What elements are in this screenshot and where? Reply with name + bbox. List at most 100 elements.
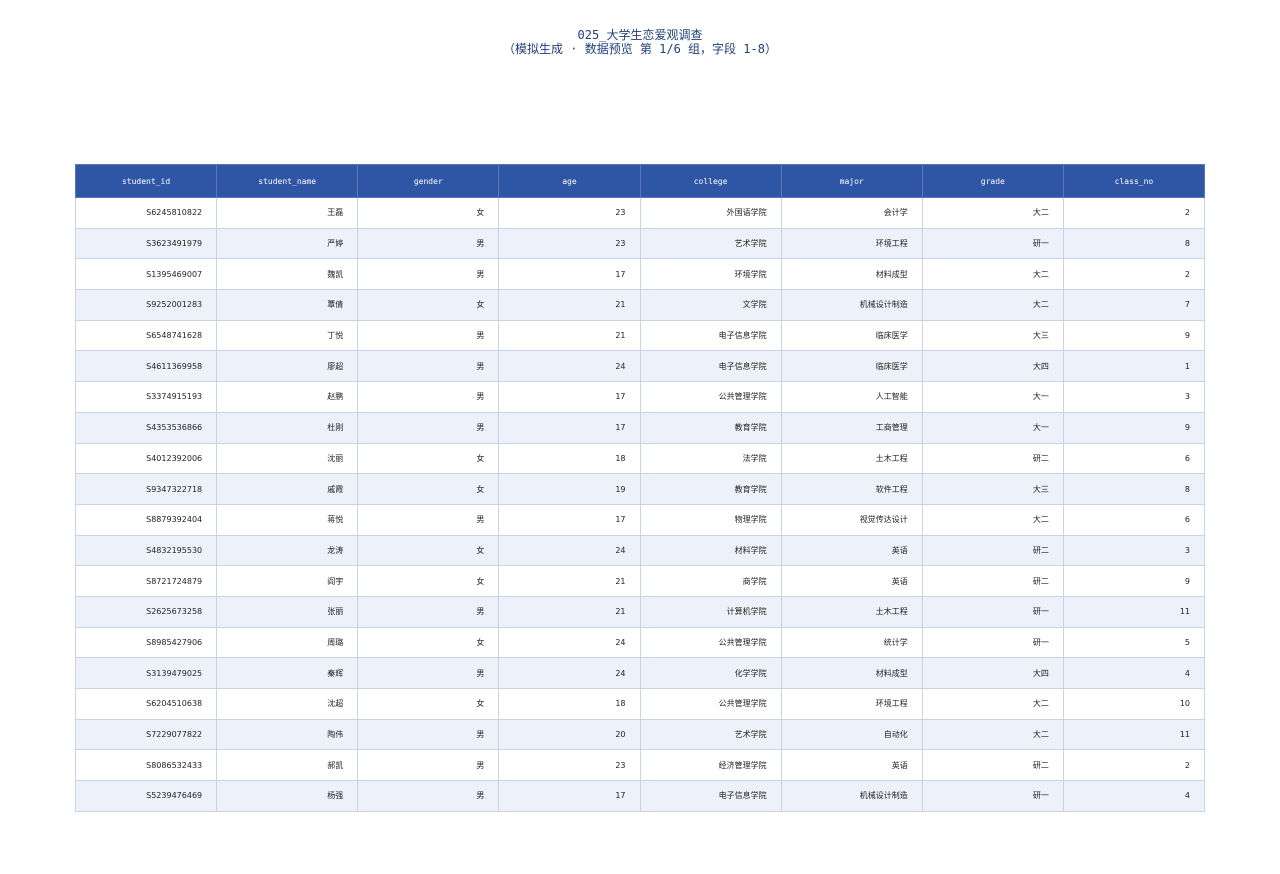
table-cell: 24 [498,534,641,567]
table-cell: 研一 [921,595,1064,628]
table-cell: 文学院 [639,289,782,321]
table-cell: 女 [357,289,500,321]
table-cell: S5239476469 [74,780,218,812]
table-cell: 21 [498,565,641,597]
table-cell: 女 [357,688,500,720]
table-cell: 环境学院 [639,258,782,291]
table-cell: 19 [498,473,641,505]
table-cell: 戚霞 [216,473,359,505]
table-cell: 17 [498,258,641,291]
table-row: S6548741628 丁悦男 21 电子信息学院 临床医学 大三 9 [74,319,1206,352]
table-cell: 蒋悦 [216,503,359,536]
table-cell: 男 [357,657,500,689]
table-cell: 统计学 [780,626,923,659]
table-cell: 女 [357,626,500,659]
table-cell: 研二 [921,534,1064,567]
table-cell: 会计学 [780,197,923,229]
table-cell: 环境工程 [780,227,923,260]
table-cell: 男 [357,718,500,751]
table-cell: 杨强 [216,780,359,812]
table-cell: 软件工程 [780,473,923,505]
table-body: S6245810822 王磊女 23 外国语学院 会计学 大二 2 S3623491979 严婷… [74,197,1206,812]
table-cell: 6 [1062,442,1206,475]
table-row: S8879392404 蒋悦男 17 物理学院 视觉传达设计 大二 6 [74,503,1206,536]
table-row: S4832195530 龙涛女 24 材料学院 英语 研二 3 [74,534,1206,567]
table-row: S9252001283 覃倩女 21 文学院 机械设计制造 大二 7 [74,289,1206,321]
column-header: grade [921,164,1064,198]
table-cell: S4012392006 [74,442,218,475]
table-cell: 材料学院 [639,534,782,567]
table-row: S2625673258 张丽男 21 计算机学院 土木工程 研一 11 [74,595,1206,628]
table-cell: 艺术学院 [639,227,782,260]
table-cell: 17 [498,780,641,812]
table-cell: 物理学院 [639,503,782,536]
table-row: S8985427906 周璐女 24 公共管理学院 统计学 研一 5 [74,626,1206,659]
table-cell: 电子信息学院 [639,350,782,383]
table-cell: 英语 [780,534,923,567]
table-cell: 化学学院 [639,657,782,689]
table-cell: S9347322718 [74,473,218,505]
column-header: student_name [216,164,359,198]
table-cell: 大一 [921,381,1064,413]
table-cell: 男 [357,503,500,536]
table-cell: 研一 [921,780,1064,812]
table-cell: S1395469007 [74,258,218,291]
table-cell: 研二 [921,749,1064,782]
table-cell: 临床医学 [780,319,923,352]
table-row: S3139479025 秦辉男 24 化学学院 材料成型 大四 4 [74,657,1206,689]
table-cell: 17 [498,503,641,536]
table-cell: 环境工程 [780,688,923,720]
table-row: S4611369958 廖超男 24 电子信息学院 临床医学 大四 1 [74,350,1206,383]
table-row: S6245810822 王磊女 23 外国语学院 会计学 大二 2 [74,197,1206,229]
table-cell: S8721724879 [74,565,218,597]
table-cell: 2 [1062,749,1206,782]
table-cell: 大二 [921,718,1064,751]
table-cell: 郝凯 [216,749,359,782]
table-cell: 王磊 [216,197,359,229]
table-cell: 17 [498,411,641,444]
table-cell: 3 [1062,534,1206,567]
table-cell: 大四 [921,350,1064,383]
table-cell: 临床医学 [780,350,923,383]
table-cell: 21 [498,595,641,628]
table-cell: S3139479025 [74,657,218,689]
table-cell: 9 [1062,319,1206,352]
table-cell: 女 [357,534,500,567]
table-cell: 4 [1062,657,1206,689]
table-cell: 覃倩 [216,289,359,321]
table-cell: S4353536866 [74,411,218,444]
table-cell: 10 [1062,688,1206,720]
table-cell: 视觉传达设计 [780,503,923,536]
table-cell: 艺术学院 [639,718,782,751]
table-cell: 男 [357,780,500,812]
table-cell: 大一 [921,411,1064,444]
table-cell: 公共管理学院 [639,381,782,413]
table-cell: 公共管理学院 [639,626,782,659]
table-row: S1395469007 魏凯男 17 环境学院 材料成型 大二 2 [74,258,1206,291]
table-cell: S4611369958 [74,350,218,383]
table-cell: 研一 [921,227,1064,260]
table-row: S6204510638 沈超女 18 公共管理学院 环境工程 大二 10 [74,688,1206,720]
table-cell: 经济管理学院 [639,749,782,782]
table-cell: 沈丽 [216,442,359,475]
table-cell: 24 [498,626,641,659]
table-cell: 土木工程 [780,595,923,628]
table-cell: 大二 [921,197,1064,229]
data-table: student_id student_name gender age college ma… [74,164,1206,812]
table-cell: S9252001283 [74,289,218,321]
table-cell: 教育学院 [639,411,782,444]
table-cell: 赵鹏 [216,381,359,413]
table-cell: S8086532433 [74,749,218,782]
table-cell: 17 [498,381,641,413]
table-cell: 9 [1062,411,1206,444]
table-cell: 11 [1062,595,1206,628]
table-cell: 男 [357,350,500,383]
table-cell: S6204510638 [74,688,218,720]
table-cell: 研二 [921,442,1064,475]
subtitle: （模拟生成 · 数据预览 第 1/6 组，字段 1-8） [503,42,777,56]
table-cell: 法学院 [639,442,782,475]
table-cell: 3 [1062,381,1206,413]
table-cell: 女 [357,565,500,597]
table-cell: 5 [1062,626,1206,659]
table-cell: 11 [1062,718,1206,751]
